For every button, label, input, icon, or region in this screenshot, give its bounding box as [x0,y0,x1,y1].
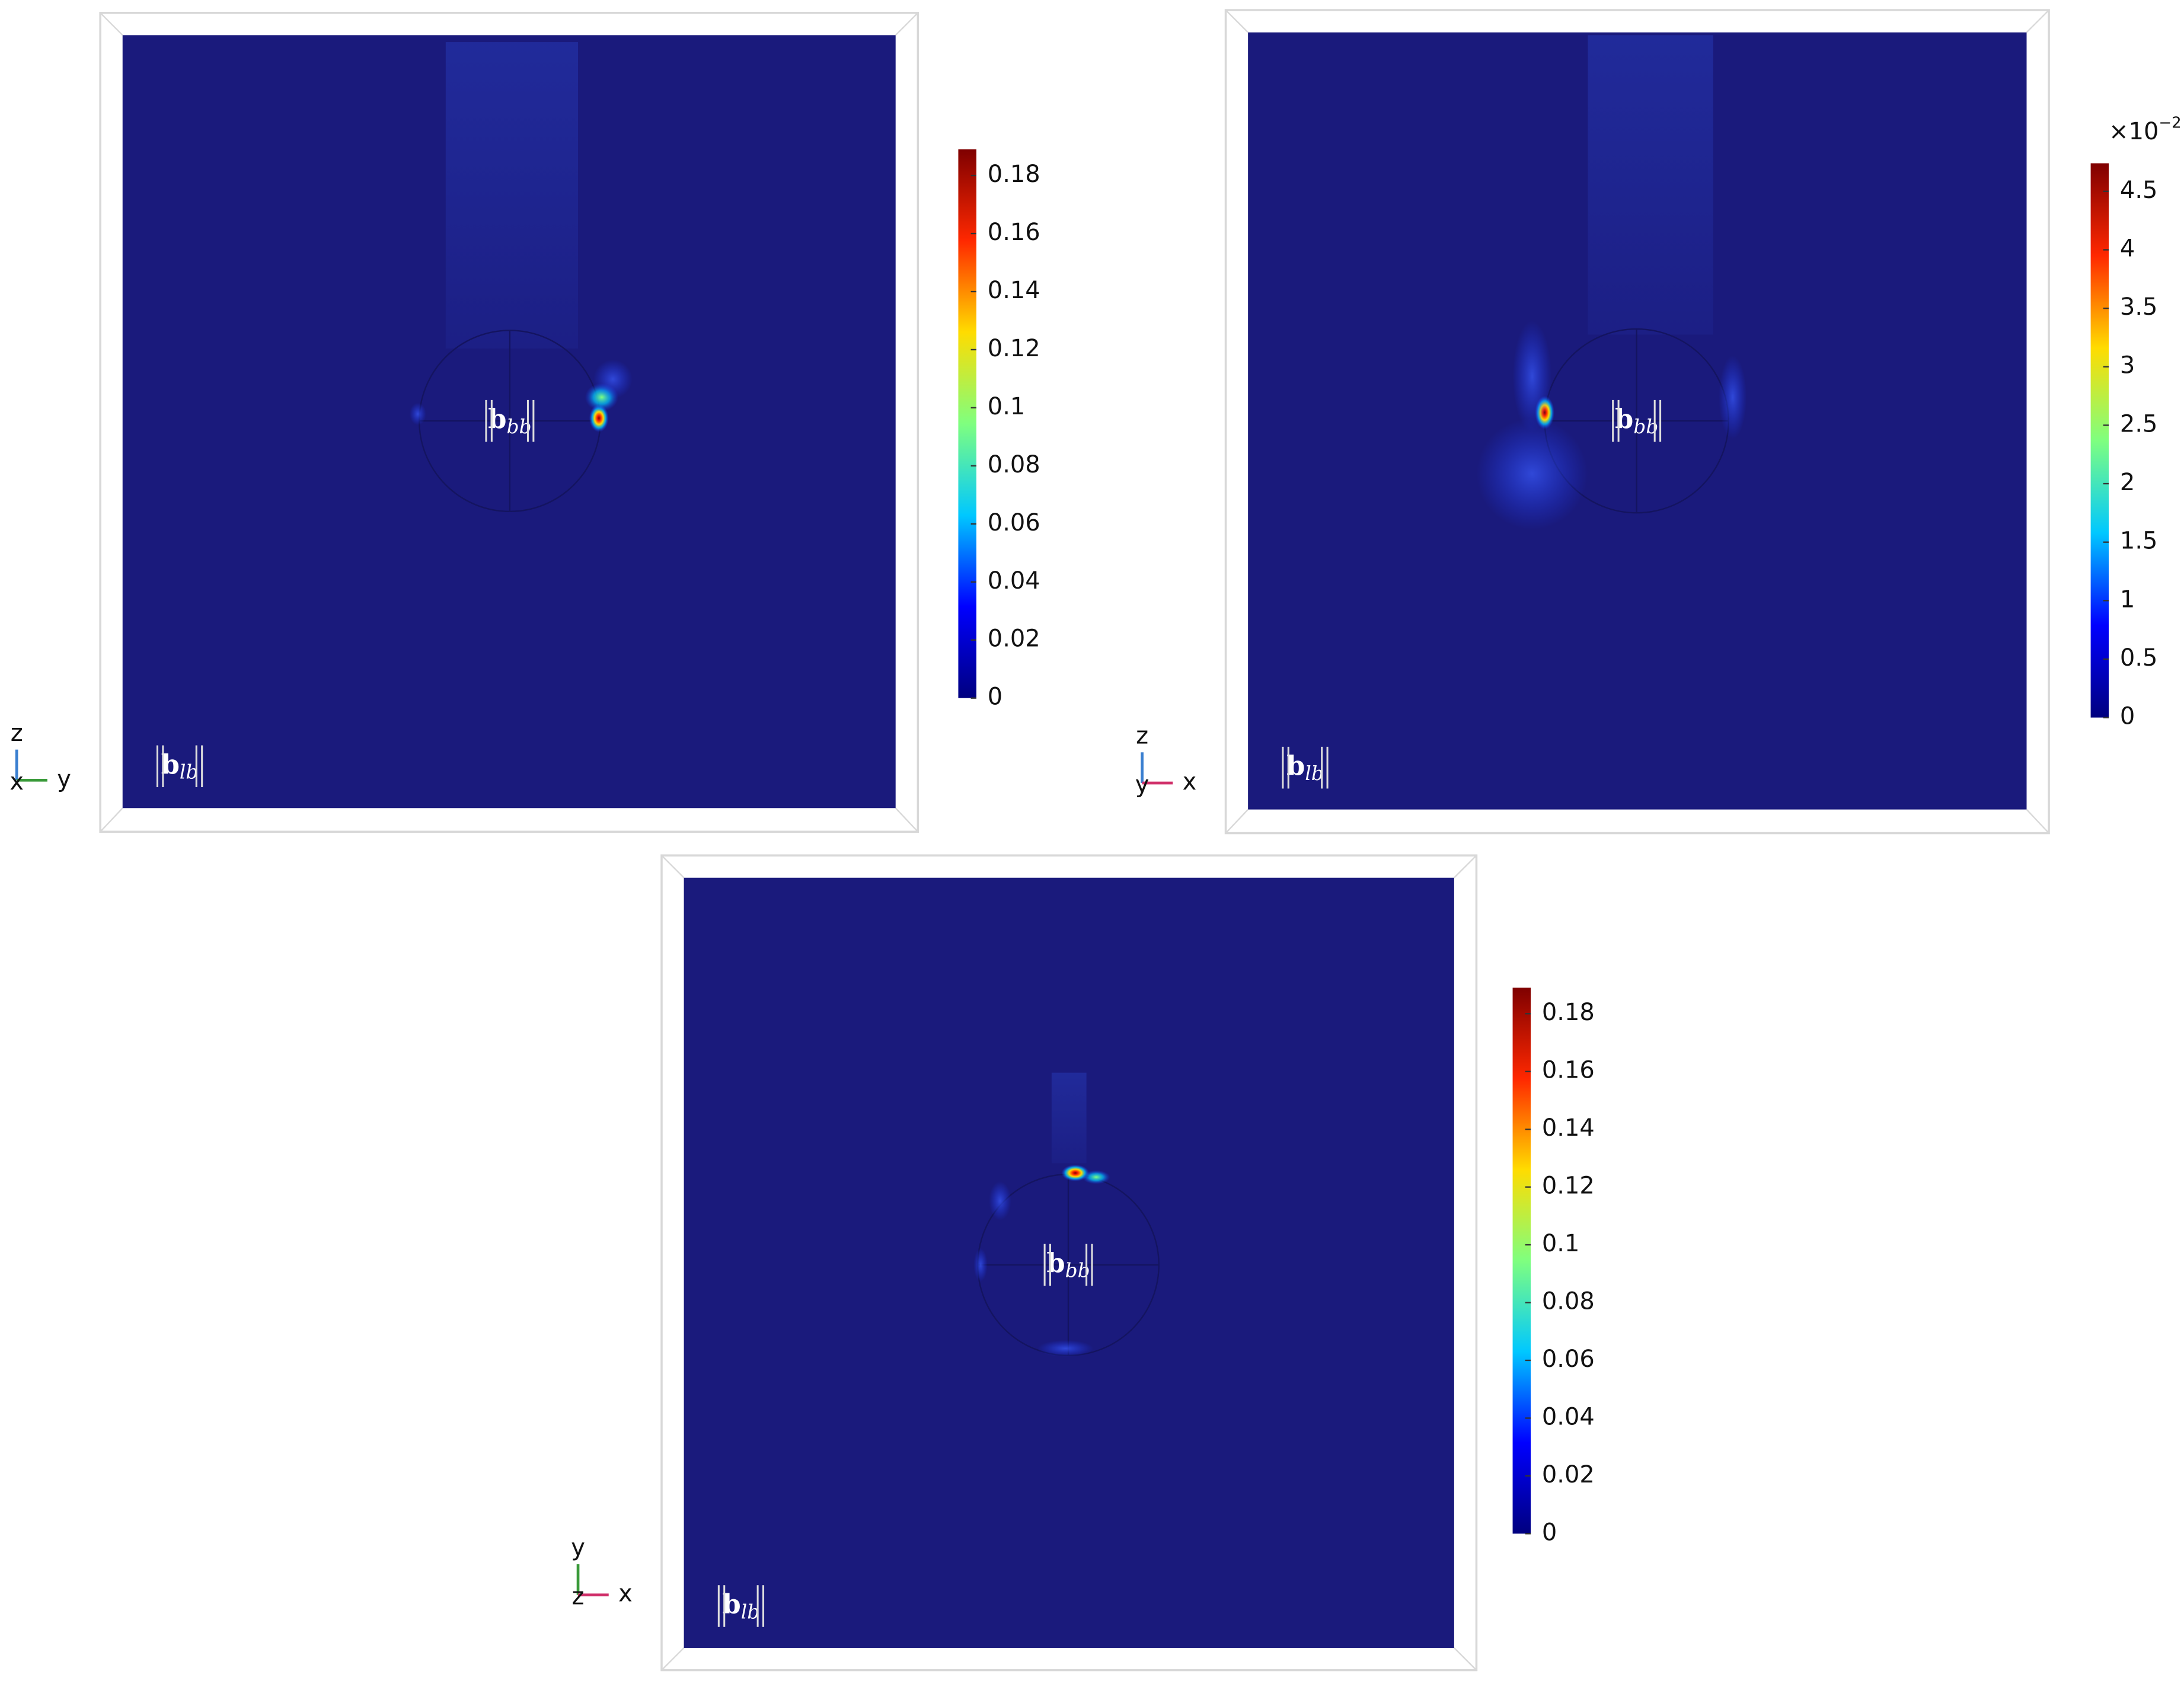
colorbar-tick-label: 4 [2120,235,2135,262]
colorbar-tick-label: 0.12 [1542,1172,1595,1200]
colorbar-tick-label: 1 [2120,586,2135,613]
colorbar-tick-label: 3.5 [2120,293,2158,321]
colorbar-tick-label: 0 [1542,1519,1557,1546]
colorbar-tick-label: 3 [2120,352,2135,379]
plume [1051,1072,1087,1164]
plume [445,42,579,349]
hot-spot [973,1248,988,1282]
colorbar-tick-label: 0.08 [988,451,1040,478]
hot-spot [989,1181,1011,1220]
hot-spot [1512,320,1552,432]
colorbar-tick-label: 0.04 [1542,1403,1595,1430]
frame-edge [661,855,685,878]
hot-spot [1476,418,1588,530]
triad-label: y [1135,771,1150,798]
colorbar-tick-label: 0.1 [988,393,1026,420]
colorbar [1512,988,1531,1534]
colorbar-tick-label: 0 [988,683,1002,711]
hot-spot [1719,355,1747,439]
colorbar-tick-label: 1.5 [2120,528,2158,555]
colorbar-tick-label: 0 [2120,703,2135,730]
colorbar-tick-label: 0.12 [988,335,1040,362]
symbol-subscript: lb [1305,762,1324,785]
frame-edge [1225,809,1249,834]
colorbar-tick-label: 0.02 [988,625,1040,653]
frame-edge [2026,809,2049,834]
colorbar-tick-label: 0.18 [988,161,1040,188]
colorbar-tick-label: 0.14 [1542,1114,1595,1142]
frame-edge [1454,1647,1477,1671]
colorbar-scale: ×10−2 [2109,114,2181,145]
triad-label: z [1136,722,1148,749]
symbol-letter: b [161,748,180,779]
colorbar-tick-label: 0.06 [988,509,1040,536]
frame-edge [1225,9,1249,33]
colorbar [958,149,976,698]
triad-label: z [572,1583,585,1610]
colorbar-tick-label: 0.1 [1542,1230,1580,1257]
colorbar-tick-label: 0.14 [988,277,1040,304]
frame-edge [661,1647,685,1671]
colorbar-tick-label: 0.02 [1542,1461,1595,1488]
panel: bbbblb00.020.040.060.080.10.120.140.160.… [571,854,1595,1672]
colorbar-tick-label: 2 [2120,469,2135,496]
triad-label: x [1183,768,1197,795]
frame-edge [2026,9,2049,33]
triad-label: z [11,720,23,747]
field-symbol: blb [1286,750,1324,785]
colorbar-tick-label: 0.04 [988,567,1040,595]
hot-spot [593,359,633,399]
frame-edge [895,807,919,833]
triad-label: x [9,768,24,795]
hot-spot [589,404,609,432]
colorbar-tick-label: 0.5 [2120,644,2158,672]
symbol-letter: b [723,1588,741,1619]
colorbar-tick-label: 4.5 [2120,177,2158,204]
hot-spot [409,402,426,426]
triad-label: y [571,1534,585,1561]
hot-spot [1037,1340,1094,1357]
scale-base: ×10 [2109,118,2159,145]
triad-label: x [618,1580,633,1608]
triad-label: y [57,765,71,793]
colorbar-tick-label: 0.06 [1542,1346,1595,1373]
colorbar-tick-label: 2.5 [2120,410,2158,437]
symbol-subscript: lb [741,1600,760,1623]
field-symbol: blb [161,748,199,783]
symbol-letter: b [1286,750,1305,781]
field-symbol: blb [723,1588,760,1623]
symbol-subscript: lb [180,760,199,784]
plume [1588,35,1713,335]
colorbar-tick-label: 0.18 [1542,999,1595,1026]
frame-edge [100,807,123,833]
frame-edge [895,12,919,36]
scale-exponent: −2 [2159,114,2181,132]
colorbar [2090,163,2109,718]
colorbar-tick-label: 0.08 [1542,1288,1595,1315]
colorbar-tick-label: 0.16 [988,219,1040,246]
panel: bbbblb00.020.040.060.080.10.120.140.160.… [9,11,1040,833]
frame-edge [100,12,123,36]
hot-spot [1082,1170,1110,1184]
colorbar-tick-label: 0.16 [1542,1057,1595,1084]
frame-edge [1454,855,1477,878]
